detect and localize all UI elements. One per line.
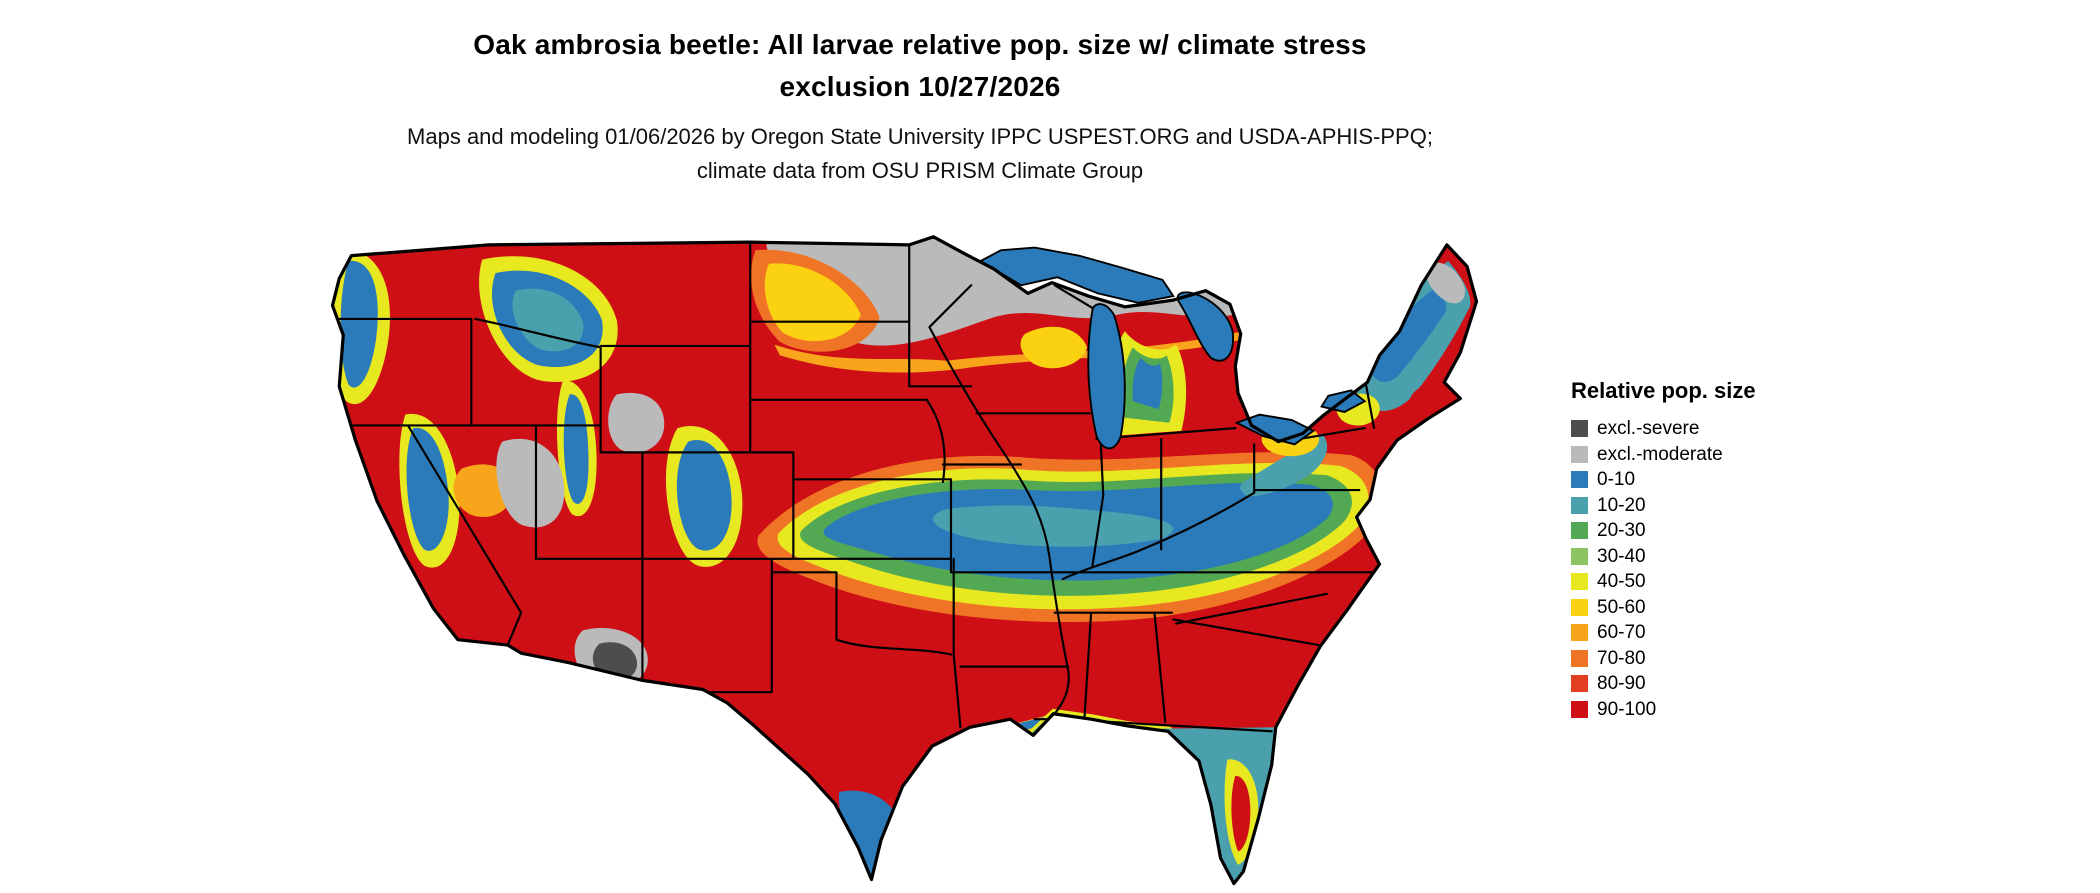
region-excl-moderate-maine [1425,262,1465,304]
legend-label: excl.-severe [1597,418,1700,440]
region-excl-moderate-nevada [496,438,565,528]
legend-swatch [1571,649,1588,667]
region-grayband-south-fringe [774,331,1244,373]
legend-label: 70-80 [1597,647,1646,669]
legend-entry: 10-20 [1571,493,1831,519]
region-boston-corridor-red [1409,384,1454,414]
legend-entry: 20-30 [1571,518,1831,544]
legend-swatch [1571,573,1588,591]
legend-entry: 30-40 [1571,544,1831,570]
region-michigan-blue [1132,358,1163,410]
region-florida-teal [1162,727,1276,884]
legend-label: 30-40 [1597,545,1646,567]
legend-swatch [1571,420,1588,438]
legend-entry: 80-90 [1571,671,1831,697]
region-cascades-core [340,260,378,388]
region-nrockies-teal [512,288,584,352]
legend: Relative pop. size excl.-severe excl.-mod… [1571,378,1831,722]
state-borders-west [332,241,1023,729]
lake-michigan [1087,303,1126,450]
legend-label: 60-70 [1597,622,1646,644]
region-newengland-blue [1368,287,1447,382]
great-lakes [978,246,1367,450]
legend-label: 10-20 [1597,494,1646,516]
legend-swatch [1571,445,1588,463]
legend-swatch [1571,700,1588,718]
legend-entry: 90-100 [1571,697,1831,723]
lake-superior [978,246,1175,304]
legend-swatch [1571,496,1588,514]
region-wasatch-core [563,394,589,504]
legend-entry: excl.-moderate [1571,442,1831,468]
legend-label: 0-10 [1597,469,1636,491]
state-borders [332,241,1376,734]
region-florida-red-core [1231,775,1251,852]
legend-swatch [1571,547,1588,565]
legend-title: Relative pop. size [1571,378,1756,403]
region-central-teal-core [932,505,1174,547]
legend-label: 40-50 [1597,571,1646,593]
lake-huron [1176,291,1234,362]
legend-label: excl.-moderate [1597,443,1723,465]
legend-label: 90-100 [1597,698,1657,720]
legend-swatch [1571,624,1588,642]
legend-entry: excl.-severe [1571,416,1831,442]
region-wisconsin-yellow [1020,326,1088,369]
legend-entry: 50-60 [1571,595,1831,621]
legend-label: 80-90 [1597,673,1646,695]
legend-swatch [1571,598,1588,616]
us-outline [330,235,1479,886]
legend-entry: 0-10 [1571,467,1831,493]
legend-entries: excl.-severe excl.-moderate 0-10 10-20 20-30… [1571,416,1831,722]
legend-entry: 60-70 [1571,620,1831,646]
region-corockies-core [676,440,732,551]
legend-swatch [1571,675,1588,693]
legend-label: 20-30 [1597,520,1646,542]
region-sierra-core [406,427,449,551]
us-map [300,226,1540,893]
legend-entry: 70-80 [1571,646,1831,672]
legend-swatch [1571,471,1588,489]
legend-entry: 40-50 [1571,569,1831,595]
us-map-svg [330,235,1479,886]
region-excl-moderate-wyoming [608,392,665,453]
map-choropleth [332,236,1477,884]
map-title: Oak ambrosia beetle: All larvae relative… [473,29,1367,102]
legend-swatch [1571,522,1588,540]
legend-label: 50-60 [1597,596,1646,618]
map-subtitle: Maps and modeling 01/06/2026 by Oregon S… [407,124,1433,184]
